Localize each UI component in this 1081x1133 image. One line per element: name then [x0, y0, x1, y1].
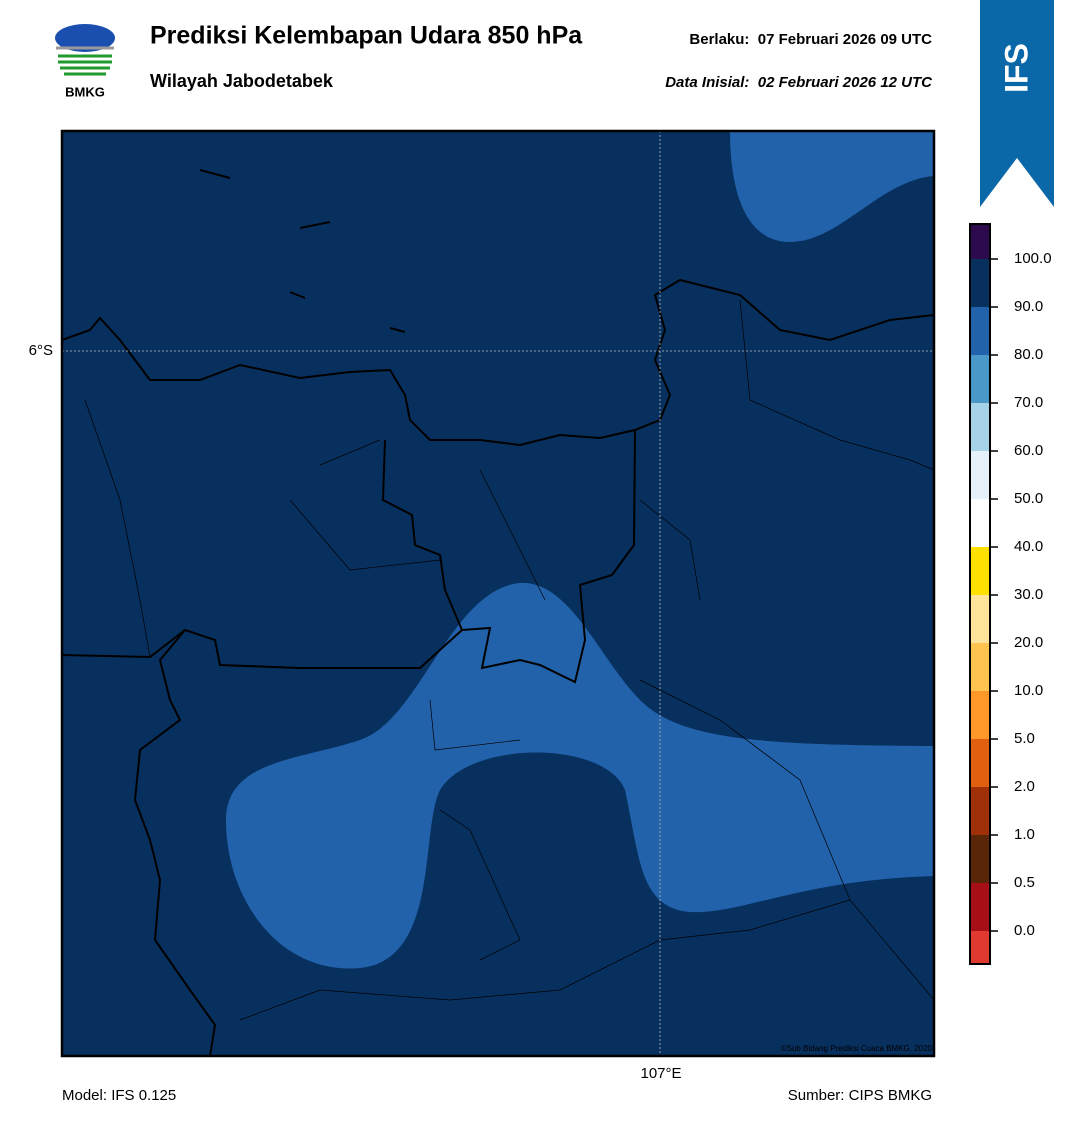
init-time: Data Inisial: 02 Februari 2026 12 UTC — [665, 74, 933, 91]
colorbar-label: 0.5 — [1014, 874, 1035, 891]
colorbar-label: 20.0 — [1014, 634, 1043, 651]
colorbar-label: 50.0 — [1014, 490, 1043, 507]
colorbar-label: 2.0 — [1014, 778, 1035, 795]
colorbar — [969, 223, 991, 965]
colorbar-label: 40.0 — [1014, 538, 1043, 555]
source: Sumber: CIPS BMKG — [788, 1087, 932, 1104]
map — [60, 129, 936, 1058]
colorbar-label: 5.0 — [1014, 730, 1035, 747]
title: Prediksi Kelembapan Udara 850 hPa — [150, 22, 583, 50]
colorbar-label: 70.0 — [1014, 394, 1043, 411]
lat-label: 6°S — [29, 342, 53, 359]
colorbar-label: 90.0 — [1014, 298, 1043, 315]
lon-label: 107°E — [640, 1065, 681, 1082]
colorbar-label: 10.0 — [1014, 682, 1043, 699]
badge-text: IFS — [998, 43, 1034, 93]
colorbar-label: 1.0 — [1014, 826, 1035, 843]
colorbar-label: 60.0 — [1014, 442, 1043, 459]
valid-time: Berlaku: 07 Februari 2026 09 UTC — [689, 31, 932, 48]
colorbar-label: 0.0 — [1014, 922, 1035, 939]
badge — [980, 0, 1054, 207]
colorbar-label: 100.0 — [1014, 250, 1052, 267]
logo: BMKG — [55, 24, 115, 99]
logo-text: BMKG — [65, 84, 105, 99]
model: Model: IFS 0.125 — [62, 1087, 176, 1104]
credit: ©Sub Bidang Prediksi Cuaca BMKG, 2020 — [781, 1044, 933, 1053]
subtitle: Wilayah Jabodetabek — [150, 71, 334, 91]
colorbar-label: 30.0 — [1014, 586, 1043, 603]
colorbar-label: 80.0 — [1014, 346, 1043, 363]
